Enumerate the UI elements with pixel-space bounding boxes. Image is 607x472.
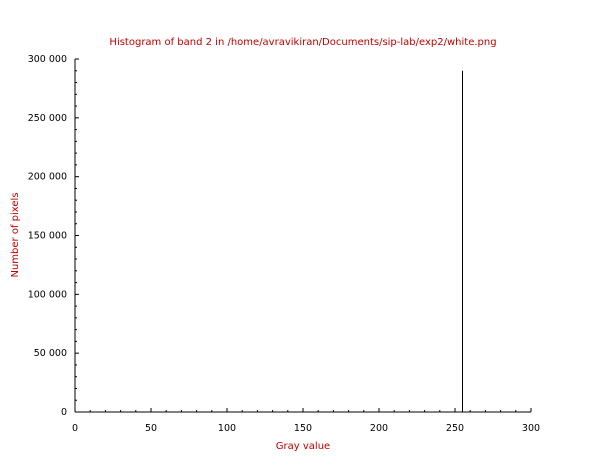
x-tick-label: 100 [218,423,236,434]
chart-title: Histogram of band 2 in /home/avravikiran… [109,37,496,48]
x-tick-label: 50 [145,423,157,434]
y-tick-label: 150 000 [28,231,67,242]
x-tick-label: 250 [446,423,464,434]
x-tick-label: 0 [72,423,78,434]
x-tick-label: 200 [370,423,388,434]
x-axis-label: Gray value [276,441,330,452]
y-tick-label: 0 [61,407,67,418]
y-axis-label: Number of pixels [10,192,21,277]
y-tick-label: 250 000 [28,113,67,124]
x-tick-label: 300 [522,423,540,434]
y-tick-label: 100 000 [28,289,67,300]
y-tick-label: 50 000 [34,348,67,359]
axes: 0 50 100 150 200 250 300 0 50 000 100 000 150 000 2… [28,54,540,434]
y-tick-label: 200 000 [28,172,67,183]
y-tick-label: 300 000 [28,54,67,65]
x-tick-label: 150 [294,423,312,434]
